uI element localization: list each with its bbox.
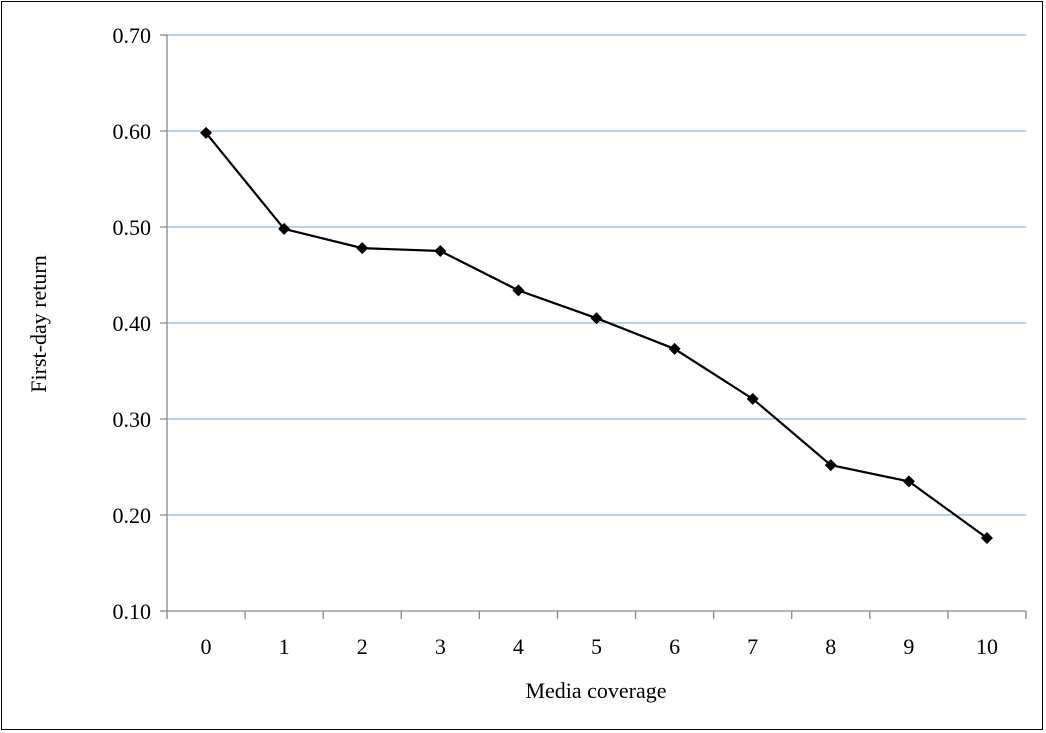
data-point-marker [356,242,369,255]
y-tick-label: 0.40 [113,311,152,336]
gridlines [167,34,1026,516]
x-tick-label: 8 [825,634,836,659]
x-tick-label: 0 [201,634,212,659]
y-tick-label: 0.10 [113,599,152,624]
x-tick-label: 5 [591,634,602,659]
data-point-marker [824,459,837,472]
y-tick-label: 0.60 [113,119,152,144]
data-point-marker [746,392,759,405]
x-tick-label: 1 [279,634,290,659]
axes [160,34,1027,619]
y-axis-title: First-day return [26,255,51,392]
y-tick-label: 0.20 [113,503,152,528]
data-point-marker [980,532,993,545]
data-point-marker [278,222,291,235]
data-point-marker [668,342,681,355]
x-tick-label: 10 [976,634,998,659]
y-tick-labels: 0.10 0.20 0.30 0.40 0.50 0.60 0.70 [113,23,152,624]
data-point-marker [434,245,447,257]
y-tick-label: 0.70 [113,23,152,48]
y-tick-label: 0.30 [113,407,152,432]
data-series [200,126,993,545]
x-tick-label: 7 [747,634,758,659]
x-tick-label: 4 [513,634,524,659]
y-tick-label: 0.50 [113,215,152,240]
x-tick-labels: 0 1 2 3 4 5 6 7 8 9 10 [201,634,998,659]
series-line [205,132,988,539]
data-point-marker [590,312,603,325]
data-point-marker [902,475,915,488]
data-point-marker [512,284,525,297]
x-axis-title: Media coverage [525,678,666,703]
data-point-marker [200,126,213,139]
x-tick-label: 2 [357,634,368,659]
x-tick-label: 6 [669,634,680,659]
x-tick-label: 3 [435,634,446,659]
x-tick-label: 9 [903,634,914,659]
